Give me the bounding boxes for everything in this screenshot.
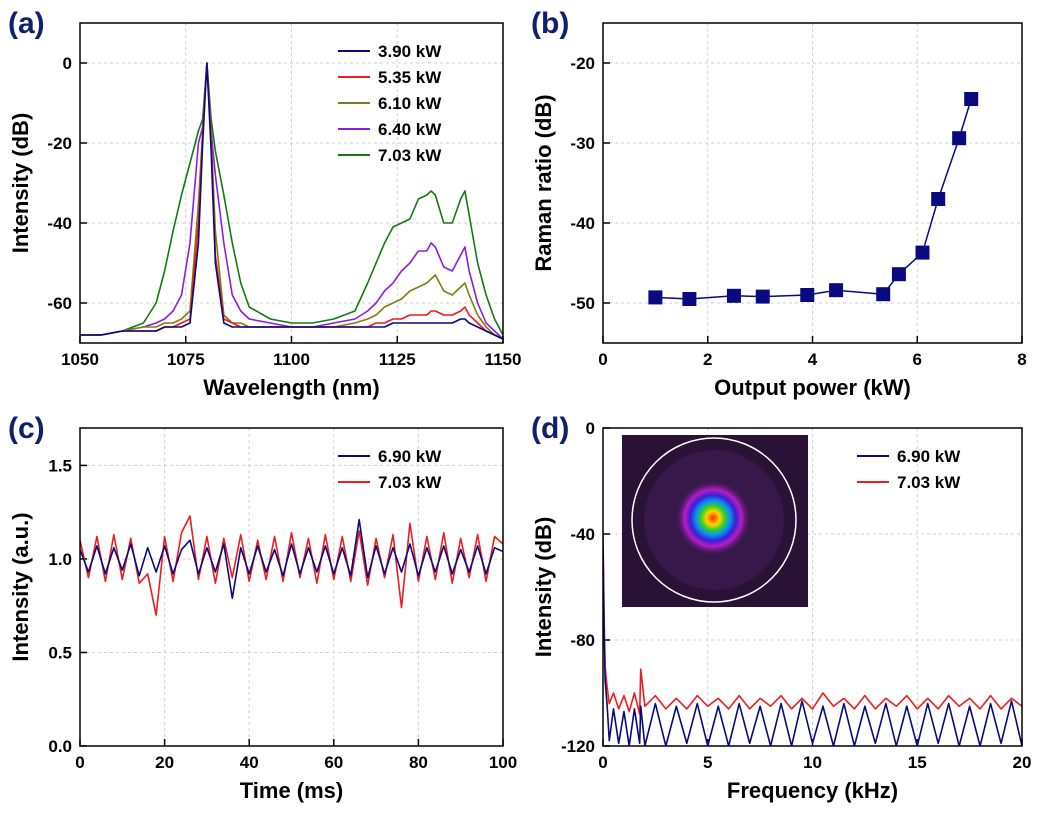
y-tick-label: -40: [570, 525, 595, 544]
y-tick-label: 0: [63, 54, 72, 73]
marker: [964, 92, 979, 106]
x-tick-label: 1075: [167, 350, 205, 369]
marker: [648, 290, 663, 305]
y-axis-label: Intensity (dB): [531, 517, 556, 658]
x-tick-label: 8: [1017, 350, 1026, 369]
inset-beam: [675, 480, 751, 556]
panel-label: (d): [531, 412, 569, 445]
marker: [800, 288, 815, 302]
legend-label: 6.90 kW: [897, 447, 961, 466]
x-tick-label: 20: [155, 753, 174, 772]
x-tick-label: 0: [598, 350, 607, 369]
legend-label: 6.10 kW: [378, 94, 442, 113]
x-axis-label: Wavelength (nm): [203, 375, 379, 400]
x-tick-label: 1100: [273, 350, 310, 369]
x-tick-label: 60: [324, 753, 343, 772]
x-tick-label: 1125: [379, 350, 416, 369]
panels: 1050 1075 1100 1125 1150-60-40-200Wavelength…: [8, 7, 1031, 803]
data-line: [80, 515, 503, 616]
marker: [915, 245, 930, 260]
panel-label: (c): [8, 412, 45, 445]
x-axis-label: Time (ms): [240, 778, 344, 803]
marker: [952, 131, 967, 146]
marker: [726, 288, 741, 303]
y-tick-label: 0.0: [48, 737, 72, 756]
y-tick-label: 1.5: [48, 456, 72, 475]
x-axis-label: Frequency (kHz): [727, 778, 898, 803]
beam-inset: [622, 435, 808, 607]
panel: 0 20 40 60 80 100 0.0 0.5 1.0 1.5 Time (ms) Intensi…: [8, 412, 517, 803]
marker: [829, 283, 844, 298]
plot-area: [603, 533, 1022, 746]
legend-label: 6.90 kW: [378, 447, 442, 466]
y-tick-label: -120: [561, 737, 595, 756]
y-axis-label: Intensity (dB): [8, 113, 33, 254]
y-tick-label: 0: [586, 419, 595, 438]
panel: 1050 1075 1100 1125 1150 -60 -40 -20 0 Wavelength…: [8, 7, 521, 400]
plot-frame: [602, 22, 1023, 344]
data-line: [603, 547, 1022, 746]
y-tick-label: -40: [570, 214, 595, 233]
x-tick-label: 20: [1013, 753, 1032, 772]
x-tick-label: 1150: [485, 350, 522, 369]
plot-area: [80, 515, 503, 616]
y-tick-label: -40: [47, 214, 72, 233]
y-tick-label: -20: [47, 134, 72, 153]
plot-area: [648, 92, 979, 306]
panel-label: (a): [8, 7, 45, 40]
legend-label: 5.35 kW: [378, 68, 442, 87]
x-tick-label: 80: [409, 753, 428, 772]
y-tick-label: 1.0: [48, 550, 72, 569]
x-tick-label: 4: [808, 350, 818, 369]
x-tick-label: 15: [908, 753, 927, 772]
plot-frame: [79, 22, 504, 344]
x-tick-label: 2: [703, 350, 712, 369]
panel-label: (b): [531, 7, 569, 40]
data-line: [655, 98, 972, 300]
data-line: [80, 62, 503, 340]
marker: [876, 287, 891, 302]
x-tick-label: 6: [913, 350, 922, 369]
legend-label: 6.40 kW: [378, 120, 442, 139]
legend-label: 7.03 kW: [897, 473, 961, 492]
y-tick-label: -20: [570, 54, 595, 73]
y-tick-label: 0.5: [48, 643, 72, 662]
x-tick-label: 5: [703, 753, 712, 772]
plot-area: [80, 62, 503, 340]
plot-frame: [602, 427, 1023, 747]
x-axis-label: Output power (kW): [714, 375, 911, 400]
y-axis-label: Intensity (a.u.): [8, 512, 33, 661]
x-tick-label: 1050: [61, 350, 99, 369]
legend-label: 7.03 kW: [378, 146, 442, 165]
data-line: [80, 62, 503, 340]
panel: 0 2 4 6 8 -50 -40 -30 -20 Output power (kW) Raman …: [531, 7, 1027, 400]
marker: [931, 192, 946, 206]
x-tick-label: 100: [489, 753, 517, 772]
marker: [755, 289, 770, 304]
x-tick-label: 40: [240, 753, 259, 772]
data-line: [80, 62, 503, 336]
data-line: [80, 518, 503, 600]
legend-label: 7.03 kW: [378, 473, 442, 492]
x-tick-label: 0: [598, 753, 607, 772]
marker: [891, 267, 906, 282]
inset-ring: [631, 437, 797, 603]
y-tick-label: -50: [570, 294, 595, 313]
legend-label: 3.90 kW: [378, 42, 442, 61]
marker: [682, 292, 697, 306]
plot-frame: [79, 427, 504, 747]
y-tick-label: -80: [570, 631, 595, 650]
x-tick-label: 10: [803, 753, 822, 772]
data-line: [603, 533, 1022, 715]
panel: 0 5 10 15 20 -120 -80 -40 0 Frequency (kHz) Intens…: [531, 412, 1031, 803]
y-tick-label: -30: [570, 134, 595, 153]
x-tick-label: 0: [75, 753, 84, 772]
y-tick-label: -60: [47, 294, 72, 313]
y-axis-label: Raman ratio (dB): [531, 94, 556, 271]
